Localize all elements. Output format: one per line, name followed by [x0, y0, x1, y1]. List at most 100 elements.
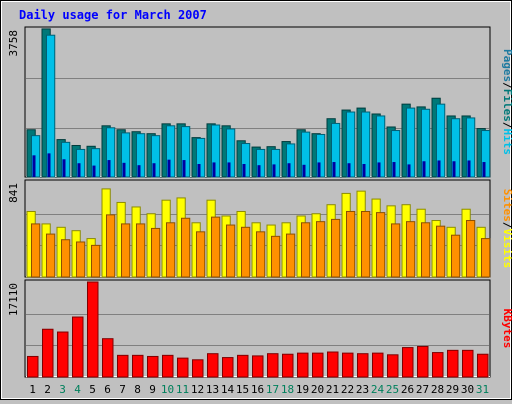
bar-hits-day-30 — [466, 117, 476, 178]
bar-pages-day-18 — [287, 163, 291, 177]
bar-pages-day-7 — [122, 162, 126, 177]
bar-sites-day-12 — [196, 231, 206, 278]
bar-sites-day-3 — [61, 239, 71, 278]
x-label-day-29: 29 — [446, 383, 459, 396]
bar-sites-day-31 — [481, 238, 491, 278]
bar-sites-day-16 — [256, 231, 266, 278]
panel-bottom-legend: KBytes — [501, 309, 512, 349]
bar-pages-day-11 — [182, 160, 186, 177]
x-label-day-3: 3 — [59, 383, 66, 396]
bar-kbytes-day-4 — [72, 316, 84, 378]
panel-top-legend: Pages/Files/Hits — [501, 49, 512, 155]
bar-hits-day-1 — [31, 135, 41, 178]
bar-pages-day-13 — [212, 162, 216, 177]
bar-kbytes-day-2 — [42, 328, 54, 378]
bar-pages-day-9 — [152, 163, 156, 177]
bar-pages-day-25 — [392, 162, 396, 177]
chart-title: Daily usage for March 2007 — [19, 8, 207, 22]
bar-pages-day-12 — [197, 164, 201, 177]
legend-entry-separator: / — [501, 222, 512, 229]
legend-entry-separator: / — [501, 82, 512, 89]
x-label-day-4: 4 — [74, 383, 81, 396]
panel-middle: 841 Sites/Visits — [7, 179, 512, 278]
panel-middle-ymax-label: 841 — [7, 183, 20, 203]
bar-hits-day-7 — [121, 132, 131, 178]
x-label-day-17: 17 — [266, 383, 279, 396]
bar-hits-day-9 — [151, 135, 161, 178]
panel-bottom: 17110 KBytes — [7, 279, 512, 378]
bar-pages-day-22 — [347, 163, 351, 177]
bar-hits-day-14 — [226, 128, 236, 178]
bar-kbytes-day-12 — [192, 359, 204, 378]
bar-hits-day-2 — [46, 34, 56, 178]
legend-entry-sites: Sites — [501, 189, 512, 222]
legend-entry-hits: Hits — [501, 129, 512, 156]
bar-sites-day-18 — [286, 233, 296, 278]
bar-hits-day-16 — [256, 148, 266, 178]
bar-kbytes-day-15 — [237, 354, 249, 378]
bar-sites-day-28 — [436, 225, 446, 278]
bar-kbytes-day-20 — [312, 352, 324, 378]
bar-hits-day-6 — [106, 127, 116, 178]
bar-hits-day-26 — [406, 107, 416, 178]
bar-hits-day-31 — [481, 130, 491, 178]
bar-kbytes-day-11 — [177, 357, 189, 378]
bar-kbytes-day-31 — [477, 353, 489, 378]
x-label-day-11: 11 — [176, 383, 189, 396]
bar-pages-day-20 — [317, 162, 321, 177]
bar-kbytes-day-22 — [342, 352, 354, 378]
bar-sites-day-23 — [361, 210, 371, 278]
bar-sites-day-13 — [211, 216, 221, 278]
bar-kbytes-day-19 — [297, 352, 309, 378]
bar-kbytes-day-25 — [387, 354, 399, 378]
bar-kbytes-day-27 — [417, 345, 429, 378]
bar-hits-day-3 — [61, 141, 71, 178]
bar-sites-day-25 — [391, 223, 401, 278]
bar-hits-day-21 — [331, 122, 341, 178]
bar-kbytes-day-21 — [327, 351, 339, 378]
x-label-day-15: 15 — [236, 383, 249, 396]
x-label-day-28: 28 — [431, 383, 444, 396]
x-axis-labels: 1 2 3 4 5 6 7 8 9 10 11 12 13 14 15 16 17 18 19 20 21 22 23 24 2… — [29, 383, 489, 396]
bar-hits-day-12 — [196, 137, 206, 178]
bar-sites-day-30 — [466, 220, 476, 278]
x-label-day-12: 12 — [191, 383, 204, 396]
bar-pages-day-16 — [257, 165, 261, 177]
bar-pages-day-19 — [302, 164, 306, 177]
bar-pages-day-4 — [77, 163, 81, 177]
x-label-day-14: 14 — [221, 383, 235, 396]
bar-pages-day-29 — [452, 161, 456, 177]
bar-kbytes-day-18 — [282, 353, 294, 378]
bar-kbytes-day-30 — [462, 349, 474, 378]
bar-sites-day-6 — [106, 214, 116, 278]
bar-pages-day-8 — [137, 165, 141, 177]
bar-kbytes-day-14 — [222, 357, 234, 378]
bar-sites-day-10 — [166, 222, 176, 278]
bar-pages-day-17 — [272, 164, 276, 177]
bar-hits-day-8 — [136, 133, 146, 178]
x-label-day-30: 30 — [461, 383, 474, 396]
x-label-day-9: 9 — [149, 383, 156, 396]
bar-hits-day-13 — [211, 124, 221, 178]
bar-hits-day-15 — [241, 143, 251, 178]
bar-pages-day-2 — [47, 153, 51, 177]
x-label-day-27: 27 — [416, 383, 429, 396]
legend-entry-separator: / — [501, 122, 512, 129]
bar-hits-day-10 — [166, 125, 176, 178]
bar-sites-day-22 — [346, 210, 356, 278]
bar-sites-day-24 — [376, 212, 386, 278]
bar-kbytes-day-28 — [432, 352, 444, 378]
legend-entry-kbytes: KBytes — [501, 309, 512, 349]
bar-hits-day-5 — [91, 148, 101, 178]
chart-panels: 3758Pages/Files/Hits841Sites/Visits17110… — [7, 26, 512, 378]
x-label-day-31: 31 — [476, 383, 489, 396]
bar-kbytes-day-24 — [372, 352, 384, 378]
bar-hits-day-19 — [301, 131, 311, 178]
x-label-day-5: 5 — [89, 383, 96, 396]
bar-hits-day-17 — [271, 148, 281, 178]
bar-kbytes-day-17 — [267, 353, 279, 378]
bar-sites-day-21 — [331, 218, 341, 278]
bar-hits-day-25 — [391, 130, 401, 178]
